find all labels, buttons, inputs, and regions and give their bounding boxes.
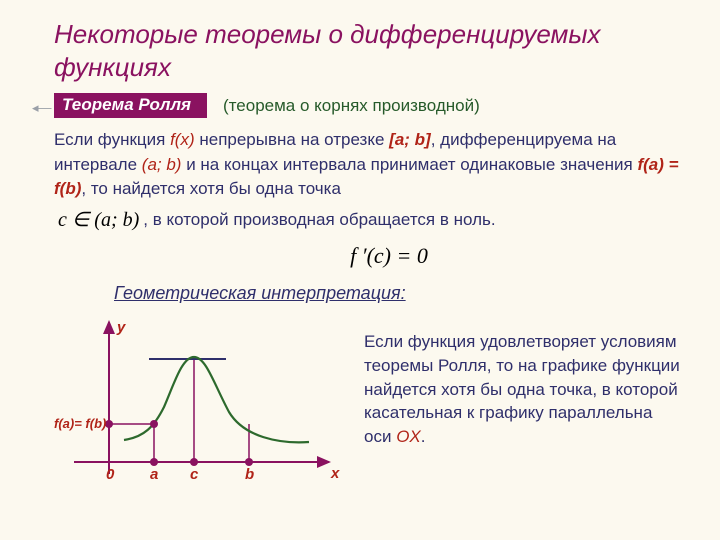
p1-t1: Если функция (54, 130, 170, 149)
p2-tail: , в которой производная обращается в нол… (143, 208, 495, 233)
gt-2: . (421, 427, 426, 446)
theorem-subtitle: (теорема о корнях производной) (223, 96, 480, 116)
svg-text:a: a (150, 466, 158, 483)
p1-t2: непрерывна на отрезке (195, 130, 390, 149)
decorative-arrow: ◂— (32, 100, 52, 116)
page-title: Некоторые теоремы о дифференцируемых фун… (54, 18, 684, 83)
lower-section: x y 0 a c b f(a)= f(b) Если функция удовлетвор… (54, 312, 684, 492)
svg-text:c: c (190, 466, 199, 483)
geo-caption: Геометрическая интерпретация: (114, 283, 684, 304)
p1-t4: и на концах интервала принимает одинаков… (181, 155, 637, 174)
svg-text:x: x (330, 465, 340, 482)
theorem-badge: Теорема Ролля (54, 93, 207, 118)
svg-text:y: y (116, 319, 126, 336)
p1-t5: , то найдется хотя бы одна точка (81, 179, 341, 198)
p1-ab-closed: [a; b] (389, 130, 431, 149)
badge-row: ◂— Теорема Ролля (теорема о корнях произ… (54, 93, 684, 118)
formula-c-in-ab: c ∈ (a; b) (54, 206, 143, 235)
rolle-graph: x y 0 a c b f(a)= f(b) (54, 312, 344, 492)
svg-text:0: 0 (106, 466, 115, 483)
center-formula: f ′(c) = 0 (54, 243, 684, 269)
graph-description: Если функция удовлетворяет условиям теор… (364, 312, 684, 449)
paragraph-1: Если функция f(x) непрерывна на отрезке … (54, 128, 684, 202)
svg-text:b: b (245, 466, 254, 483)
p1-fx: f(x) (170, 130, 195, 149)
gt-ox: OX (396, 427, 421, 446)
graph-wrap: x y 0 a c b f(a)= f(b) (54, 312, 344, 492)
svg-text:f(a)= f(b): f(a)= f(b) (54, 416, 106, 431)
p1-ab-open: (a; b) (142, 155, 182, 174)
paragraph-2: c ∈ (a; b) , в которой производная обращ… (54, 206, 684, 235)
